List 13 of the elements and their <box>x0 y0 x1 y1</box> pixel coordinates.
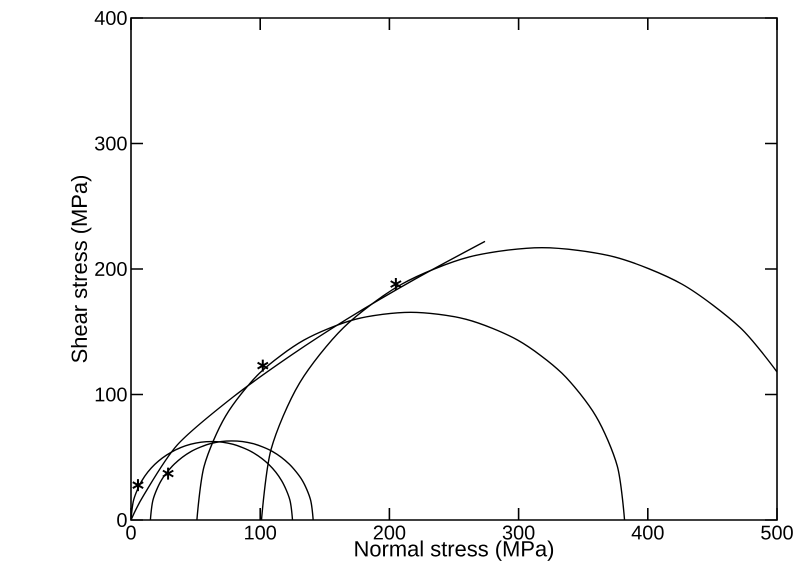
x-tick-label: 300 <box>502 526 534 540</box>
x-tick-label: 400 <box>632 526 664 540</box>
y-tick-label: 200 <box>95 262 127 276</box>
y-tick-label: 0 <box>117 512 127 528</box>
x-tick-label: 0 <box>126 526 136 540</box>
y-axis-title: Shear stress (MPa) <box>70 176 92 362</box>
y-tick-label: 400 <box>94 10 127 26</box>
x-tick-label: 500 <box>761 526 793 540</box>
y-tick-label: 300 <box>95 136 127 151</box>
x-axis-title: Normal stress (MPa) <box>355 540 554 561</box>
x-tick-label: 200 <box>374 526 406 540</box>
x-tick-label: 100 <box>245 526 276 540</box>
y-tick-label: 100 <box>96 387 127 402</box>
